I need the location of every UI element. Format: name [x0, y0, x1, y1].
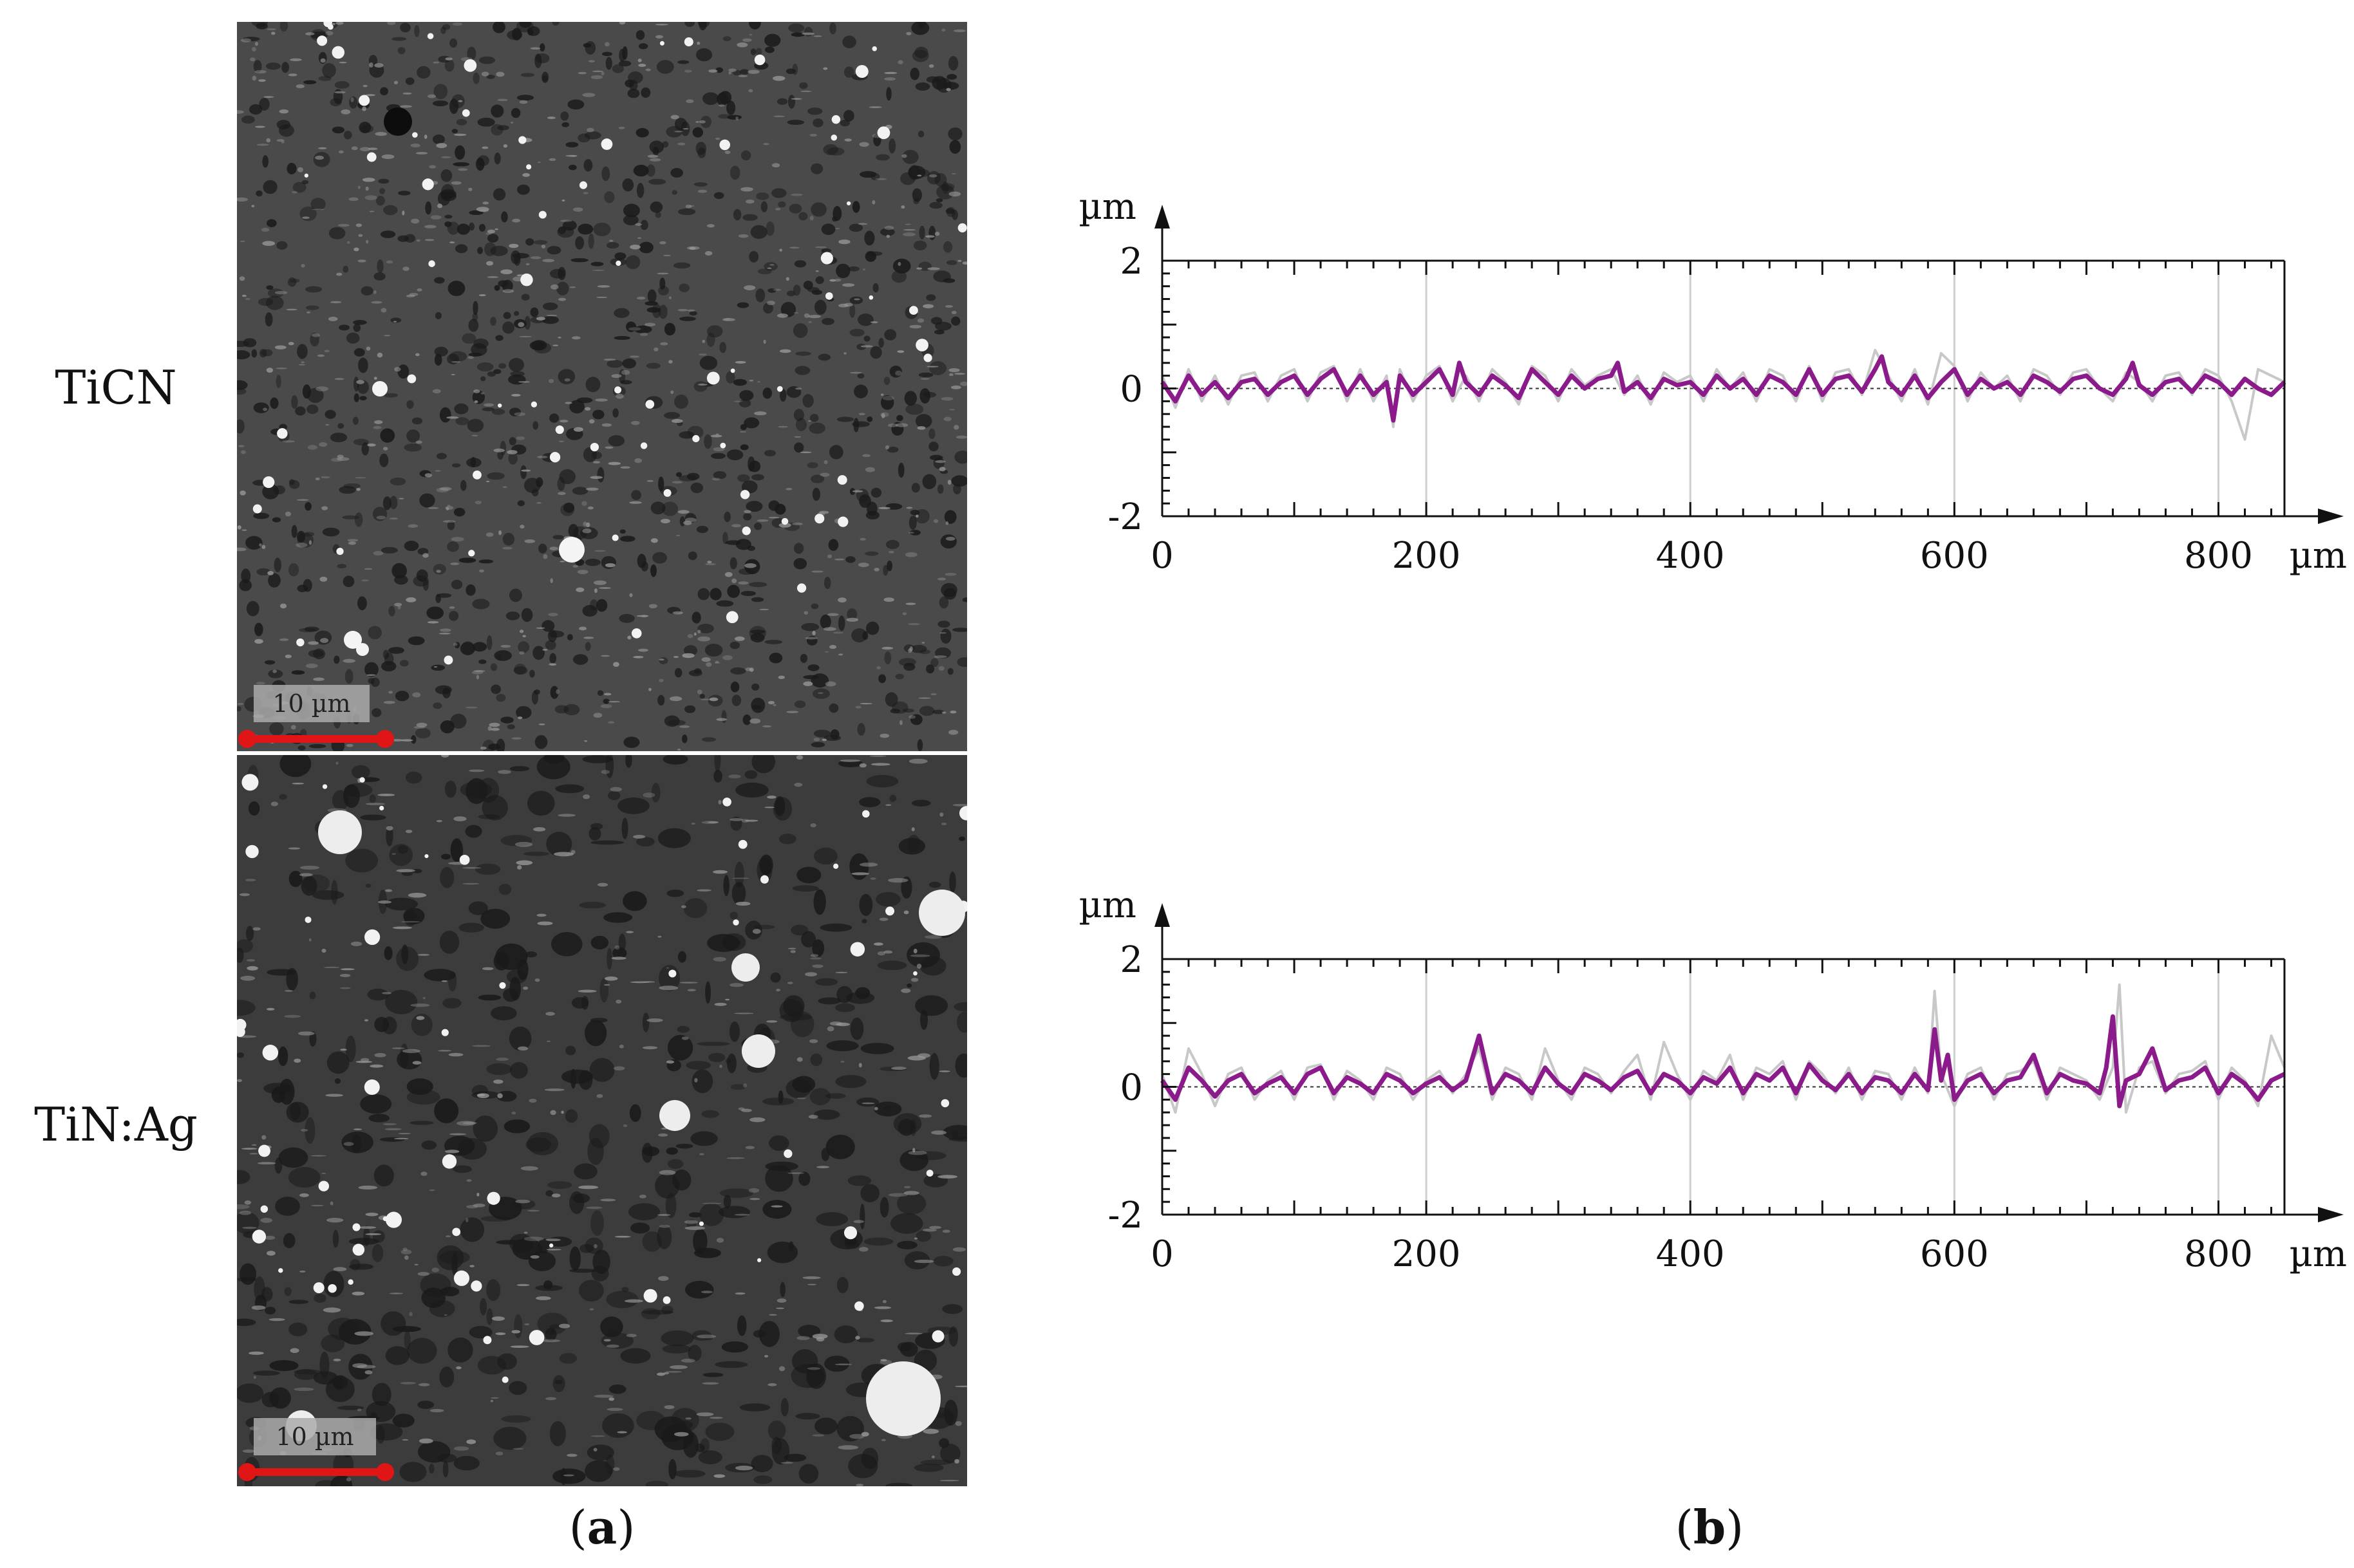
- row-label-tinag: TiN:Ag: [34, 1097, 198, 1152]
- sem-grain: [237, 22, 967, 751]
- x-tick-label: 800: [2184, 535, 2253, 577]
- x-tick-label: 600: [1920, 535, 1989, 577]
- y-axis-label: µm: [1079, 186, 1137, 228]
- scale-bar-tinag: [246, 1468, 384, 1476]
- x-tick-label: 200: [1392, 1233, 1461, 1275]
- profile-chart-tinag: 0 200 400 600 800 µm -2 0 2 µm: [1030, 872, 2354, 1323]
- scale-bar-end-left-tinag: [238, 1463, 256, 1481]
- y-axis-arrow: [1154, 903, 1170, 927]
- sem-texture-ticn: [237, 22, 967, 751]
- y-tick-label: 0: [1120, 1067, 1143, 1109]
- panel-label-a: (a): [569, 1500, 636, 1554]
- x-tick-label: 800: [2184, 1233, 2253, 1275]
- scale-label-ticn: 10 µm: [254, 685, 370, 722]
- series-line-profile: [1160, 354, 2286, 423]
- row-label-ticn: TiCN: [55, 360, 177, 415]
- sem-image-ticn: 10 µm: [237, 22, 967, 751]
- panel-label-b: (b): [1675, 1500, 1744, 1554]
- x-tick-label: 0: [1151, 1233, 1174, 1275]
- x-tick-label: 600: [1920, 1233, 1989, 1275]
- profile-chart-ticn: 0 200 400 600 800 µm -2 0 2 µm: [1030, 174, 2354, 624]
- y-tick-label: 2: [1120, 939, 1143, 981]
- x-tick-label: 0: [1151, 535, 1174, 577]
- x-axis-arrow: [2318, 1207, 2344, 1222]
- y-tick-label: -2: [1107, 1195, 1143, 1237]
- scale-bar-end-right-ticn: [376, 730, 394, 748]
- scale-bar-ticn: [246, 735, 384, 743]
- x-axis-label: µm: [2289, 1233, 2347, 1275]
- scale-bar-end-left-ticn: [238, 730, 256, 748]
- series-line-background: [1161, 348, 2285, 441]
- sem-image-tinag: 10 µm: [237, 755, 967, 1486]
- x-tick-label: 400: [1656, 535, 1725, 577]
- scale-bar-end-right-tinag: [376, 1463, 394, 1481]
- x-tick-label: 400: [1656, 1233, 1725, 1275]
- scale-label-tinag: 10 µm: [254, 1418, 376, 1455]
- y-tick-label: 0: [1120, 369, 1143, 411]
- y-tick-label: 2: [1120, 241, 1143, 283]
- x-axis-arrow: [2318, 509, 2344, 524]
- sem-grain: [237, 755, 967, 1486]
- x-tick-label: 200: [1392, 535, 1461, 577]
- y-axis-label: µm: [1079, 884, 1137, 926]
- x-axis-label: µm: [2289, 535, 2347, 577]
- sem-texture-tinag: [237, 755, 967, 1486]
- y-tick-label: -2: [1107, 496, 1143, 538]
- y-axis-arrow: [1154, 205, 1170, 229]
- series-line-profile: [1160, 1014, 2286, 1108]
